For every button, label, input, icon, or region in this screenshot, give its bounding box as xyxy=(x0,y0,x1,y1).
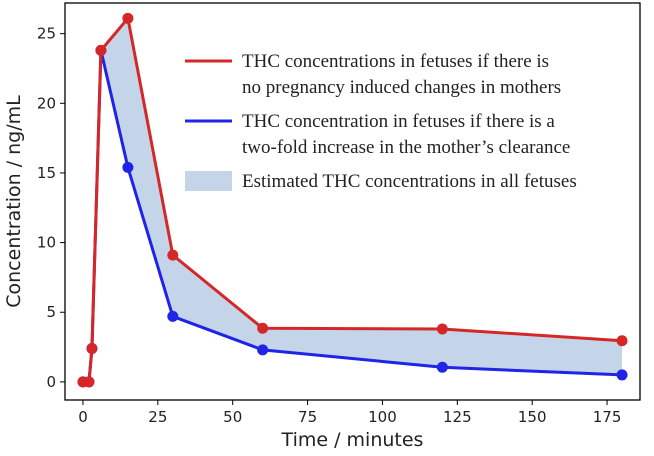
x-axis-ticks: 0 25 50 75 100 125 150 175 xyxy=(78,400,621,426)
legend-swatch-2 xyxy=(185,171,232,191)
y-tick-label: 5 xyxy=(46,303,56,321)
x-tick-label: 100 xyxy=(368,408,397,426)
fill-layer xyxy=(82,18,623,382)
series-line-0 xyxy=(82,16,623,384)
legend: THC concentrations in fetuses if there i… xyxy=(185,51,577,192)
x-tick-label: 50 xyxy=(223,408,242,426)
y-tick-label: 10 xyxy=(37,234,56,252)
legend-text-0-line-1: no pregnancy induced changes in mothers xyxy=(242,77,561,98)
x-tick-label: 125 xyxy=(443,408,472,426)
series-0-point-3 xyxy=(95,44,107,56)
y-tick-label: 0 xyxy=(46,373,56,391)
x-tick-label: 75 xyxy=(298,408,317,426)
x-tick-label: 150 xyxy=(518,408,547,426)
y-axis-label: Concentration / ng/mL xyxy=(3,95,25,308)
legend-text-1-line-1: two-fold increase in the mother’s cleara… xyxy=(242,137,570,158)
series-lines-layer xyxy=(82,16,623,384)
y-axis-ticks: 0 5 10 15 20 25 xyxy=(37,25,65,391)
series-1-point-4 xyxy=(122,161,134,173)
legend-text-1-line-0: THC concentration in fetuses if there is… xyxy=(242,111,555,132)
x-tick-label: 0 xyxy=(78,408,88,426)
fill-between-series xyxy=(82,18,623,382)
series-0-point-6 xyxy=(257,322,269,334)
y-tick-label: 15 xyxy=(37,164,56,182)
series-1-point-8 xyxy=(616,369,628,381)
series-points-layer xyxy=(77,12,628,388)
legend-text-2-line-0: Estimated THC concentrations in all fetu… xyxy=(242,171,577,192)
x-tick-label: 25 xyxy=(148,408,167,426)
series-0-point-1 xyxy=(83,376,95,388)
series-1-point-7 xyxy=(436,361,448,373)
series-1-point-6 xyxy=(257,344,269,356)
series-0-point-5 xyxy=(167,249,179,261)
legend-text-0-line-0: THC concentrations in fetuses if there i… xyxy=(242,51,549,72)
series-0-point-2 xyxy=(86,342,98,354)
y-tick-label: 20 xyxy=(37,94,56,112)
x-axis-label: Time / minutes xyxy=(281,429,424,451)
series-1-point-5 xyxy=(167,310,179,322)
x-tick-label: 175 xyxy=(593,408,622,426)
series-0-point-4 xyxy=(122,12,134,24)
plot-frame xyxy=(64,2,641,401)
series-0-point-8 xyxy=(616,335,628,347)
y-tick-label: 25 xyxy=(37,25,56,43)
series-0-point-7 xyxy=(436,323,448,335)
